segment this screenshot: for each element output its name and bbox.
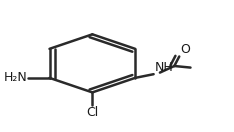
- Text: NH: NH: [154, 61, 173, 74]
- Text: H₂N: H₂N: [4, 71, 27, 84]
- Text: O: O: [180, 43, 190, 56]
- Text: Cl: Cl: [86, 106, 99, 119]
